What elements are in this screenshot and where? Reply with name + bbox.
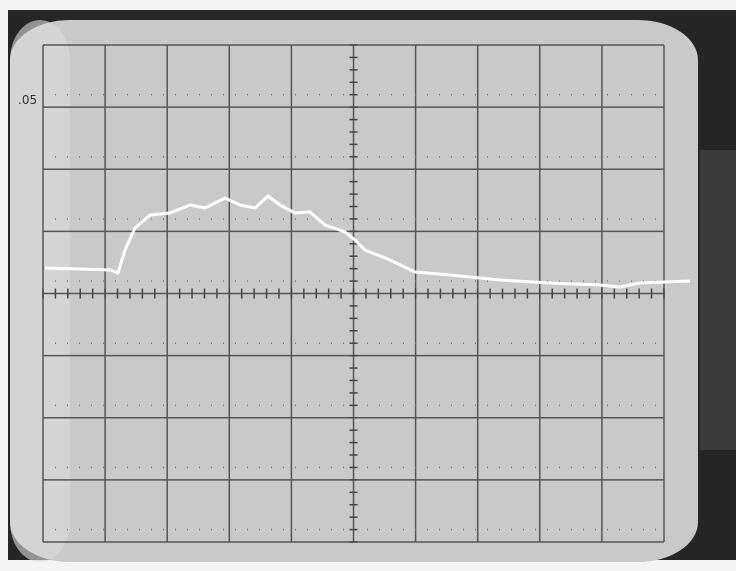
- bezel-shadow: [700, 150, 736, 450]
- graticule: [42, 44, 665, 543]
- screen-mark: .05: [18, 93, 37, 107]
- trace: [44, 194, 691, 289]
- screen-glare: [10, 20, 70, 562]
